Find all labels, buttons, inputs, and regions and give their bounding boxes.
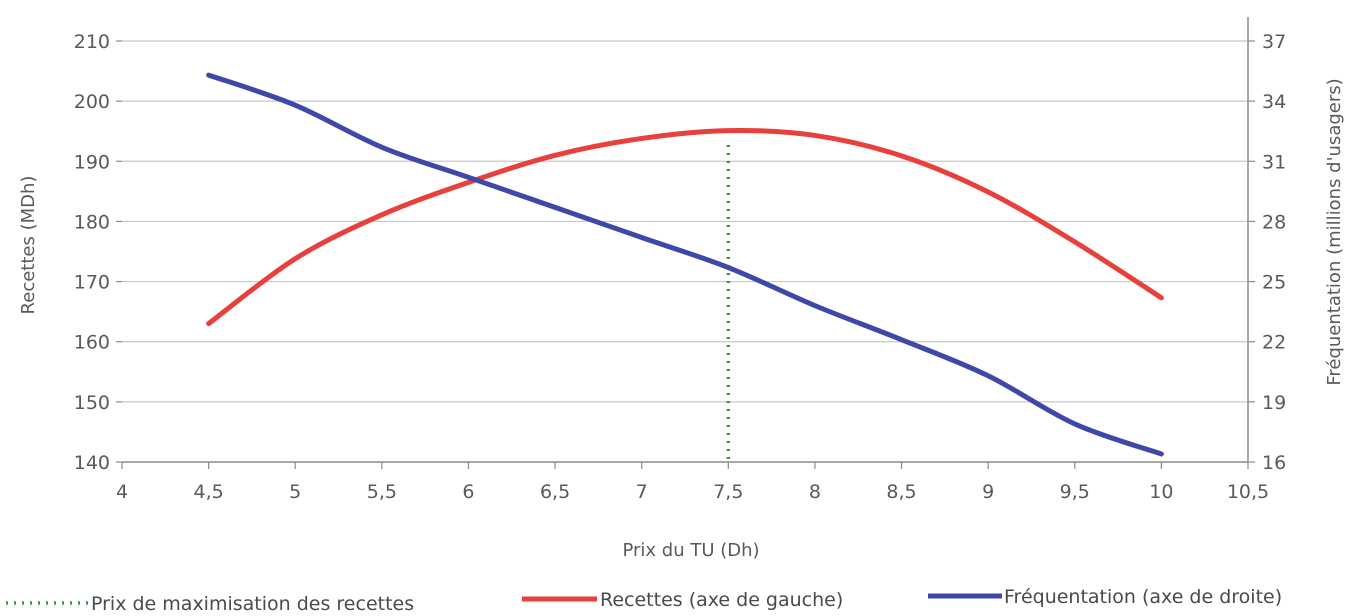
x-tick-label-5,5: 5,5 xyxy=(367,481,397,503)
y2-tick-label-25: 25 xyxy=(1262,272,1286,294)
x-tick-label-7: 7 xyxy=(636,481,648,503)
x-axis-title: Prix du TU (Dh) xyxy=(622,540,759,561)
y-tick-label-140: 140 xyxy=(74,452,110,474)
x-tick-label-8,5: 8,5 xyxy=(886,481,916,503)
y-axis-title-right: Fréquentation (millions d'usagers) xyxy=(1324,78,1345,385)
x-tick-label-4: 4 xyxy=(116,481,128,503)
legend-label-frequentation: Fréquentation (axe de droite) xyxy=(1004,586,1282,608)
legend-label-prix-max: Prix de maximisation des recettes xyxy=(91,593,414,615)
x-tick-label-7,5: 7,5 xyxy=(713,481,743,503)
x-tick-label-10,5: 10,5 xyxy=(1227,481,1269,503)
y-axis-title-left: Recettes (MDh) xyxy=(18,176,39,315)
x-tick-label-5: 5 xyxy=(289,481,301,503)
y-tick-label-180: 180 xyxy=(74,211,110,233)
y2-tick-label-37: 37 xyxy=(1262,31,1286,53)
y2-tick-label-31: 31 xyxy=(1262,151,1286,173)
y2-tick-label-34: 34 xyxy=(1262,91,1286,113)
y-tick-label-150: 150 xyxy=(74,392,110,414)
x-tick-label-4,5: 4,5 xyxy=(194,481,224,503)
y-tick-label-200: 200 xyxy=(74,91,110,113)
x-tick-label-10: 10 xyxy=(1149,481,1173,503)
tick-labels: 4 4,5 5 5,5 6 6,5 7 7,5 8 8,5 9 9,5 10 10,5 140 150 160 1… xyxy=(74,31,1286,503)
y2-tick-label-19: 19 xyxy=(1262,392,1286,414)
y-tick-label-170: 170 xyxy=(74,272,110,294)
y-tick-label-210: 210 xyxy=(74,31,110,53)
y-tick-label-190: 190 xyxy=(74,151,110,173)
series-line-recettes xyxy=(206,128,1164,327)
axes xyxy=(116,17,1255,469)
y-tick-label-160: 160 xyxy=(74,332,110,354)
x-tick-label-6: 6 xyxy=(462,481,474,503)
legend: Prix de maximisation des recettes Recett… xyxy=(6,586,1282,615)
x-tick-label-8: 8 xyxy=(809,481,821,503)
y2-tick-label-16: 16 xyxy=(1262,452,1286,474)
x-tick-label-9,5: 9,5 xyxy=(1060,481,1090,503)
legend-label-recettes: Recettes (axe de gauche) xyxy=(600,589,843,611)
x-tick-label-6,5: 6,5 xyxy=(540,481,570,503)
series-line-frequentation xyxy=(206,72,1164,457)
series xyxy=(206,72,1164,459)
y2-tick-label-28: 28 xyxy=(1262,211,1286,233)
x-tick-label-9: 9 xyxy=(982,481,994,503)
gridlines xyxy=(122,40,1248,403)
y2-tick-label-22: 22 xyxy=(1262,332,1286,354)
